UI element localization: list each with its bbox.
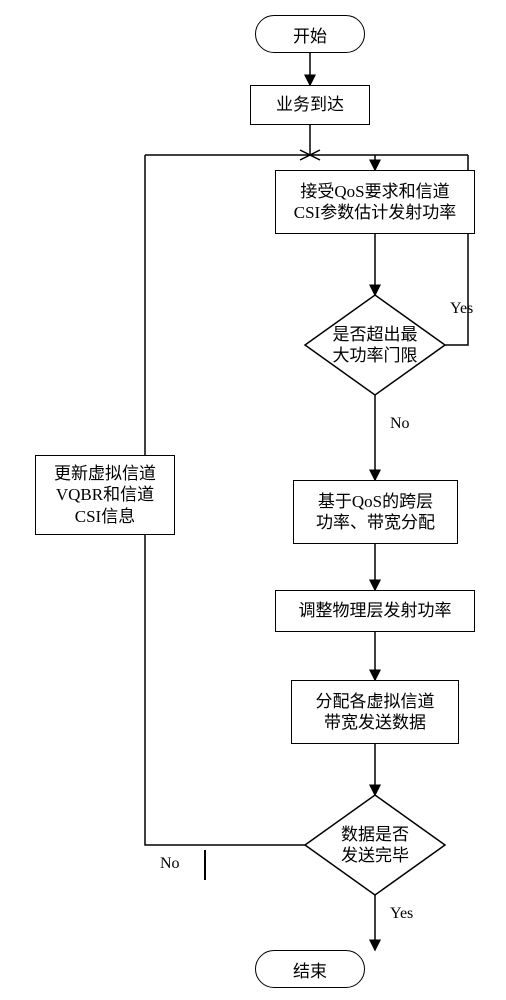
box-accept-qos: 接受QoS要求和信道CSI参数估计发射功率 [275, 170, 475, 234]
decision-power-limit: 是否超出最大功率门限 [305, 295, 445, 395]
box-update-csi: 更新虚拟信道VQBR和信道CSI信息 [35, 455, 175, 535]
terminator-start: 开始 [255, 15, 365, 53]
box-adjust-phy-label: 调整物理层发射功率 [299, 600, 452, 621]
label-no-1: No [390, 415, 410, 433]
label-yes-2: Yes [390, 905, 413, 923]
box-cross-layer: 基于QoS的跨层功率、带宽分配 [293, 480, 458, 544]
box-alloc-bw-label: 分配各虚拟信道带宽发送数据 [316, 691, 435, 734]
label-yes-1: Yes [450, 300, 473, 318]
text-cursor [204, 850, 206, 880]
box-cross-layer-label: 基于QoS的跨层功率、带宽分配 [316, 491, 435, 534]
decision-data-done-label: 数据是否发送完毕 [341, 824, 409, 867]
decision-data-done: 数据是否发送完毕 [305, 795, 445, 895]
terminator-end: 结束 [255, 950, 365, 988]
box-adjust-phy: 调整物理层发射功率 [275, 590, 475, 632]
label-no-2: No [160, 855, 180, 873]
box-arrival-label: 业务到达 [276, 94, 344, 115]
box-accept-qos-label: 接受QoS要求和信道CSI参数估计发射功率 [294, 181, 456, 224]
label-no-1-text: No [390, 415, 410, 432]
label-yes-2-text: Yes [390, 905, 413, 922]
terminator-end-label: 结束 [293, 957, 327, 982]
label-no-2-text: No [160, 855, 180, 872]
label-yes-1-text: Yes [450, 300, 473, 317]
decision-power-limit-label: 是否超出最大功率门限 [333, 324, 418, 367]
terminator-start-label: 开始 [293, 22, 327, 47]
box-arrival: 业务到达 [250, 85, 370, 125]
box-alloc-bw: 分配各虚拟信道带宽发送数据 [291, 680, 459, 744]
box-update-csi-label: 更新虚拟信道VQBR和信道CSI信息 [54, 463, 156, 527]
